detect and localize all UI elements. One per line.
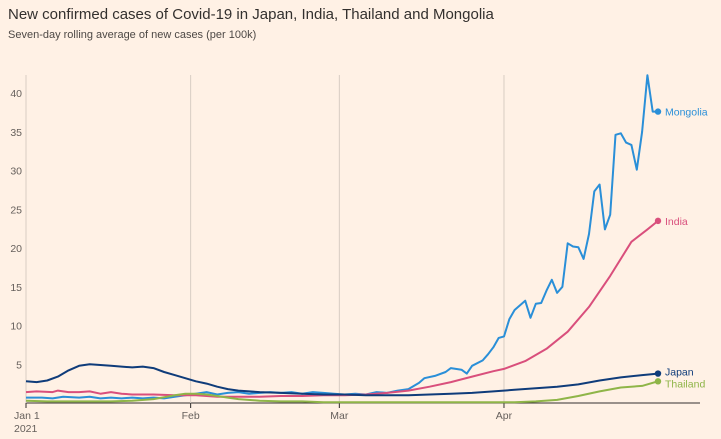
chart-title: New confirmed cases of Covid-19 in Japan… [8,6,494,23]
y-tick-label: 10 [10,321,22,333]
x-tick-sublabel: 2021 [14,423,38,435]
series-end-marker-thailand [654,378,662,385]
x-tick-label: Apr [496,410,513,422]
series-lines [25,74,662,404]
gridlines [25,75,700,408]
chart-subtitle: Seven-day rolling average of new cases (… [8,29,257,41]
y-tick-label: 15 [10,282,22,294]
series-end-marker-mongolia [654,108,662,115]
series-line-mongolia [26,74,658,400]
y-axis-ticks: 5 10 15 20 25 30 35 40 [10,88,22,371]
x-tick-label: Jan 1 [14,410,40,422]
y-tick-label: 5 [16,359,22,371]
y-tick-label: 40 [10,88,22,100]
y-tick-label: 20 [10,243,22,255]
series-line-thailand [25,380,659,404]
series-end-marker-japan [654,370,662,377]
series-line-japan [25,363,659,397]
series-label-thailand: Thailand [665,378,705,390]
series-end-marker-india [654,217,662,225]
y-tick-label: 35 [10,127,22,139]
y-tick-label: 25 [10,204,22,216]
series-label-india: India [665,216,688,228]
x-tick-label: Feb [182,410,200,422]
x-tick-label: Mar [330,410,349,422]
series-line-india [25,220,659,398]
series-label-mongolia: Mongolia [665,107,708,119]
series-label-japan: Japan [665,367,694,379]
y-tick-label: 30 [10,166,22,178]
